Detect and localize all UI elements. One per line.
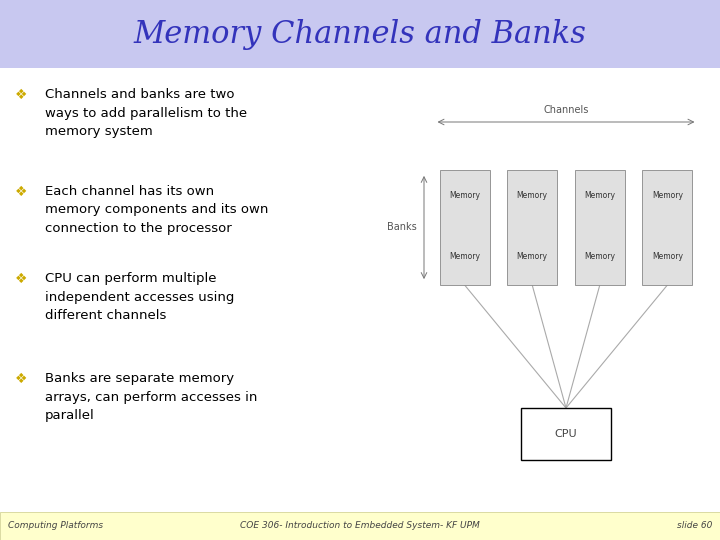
Text: Memory Channels and Banks: Memory Channels and Banks — [134, 18, 586, 50]
Text: COE 306- Introduction to Embedded System- KF UPM: COE 306- Introduction to Embedded System… — [240, 522, 480, 530]
Text: Memory: Memory — [652, 252, 683, 261]
Bar — [507, 170, 557, 285]
Text: Memory: Memory — [517, 252, 548, 261]
Text: ❖: ❖ — [15, 272, 27, 286]
Text: ❖: ❖ — [15, 88, 27, 102]
Text: Banks are separate memory
arrays, can perform accesses in
parallel: Banks are separate memory arrays, can pe… — [45, 372, 257, 422]
Text: Channels: Channels — [544, 105, 589, 115]
Text: Each channel has its own
memory components and its own
connection to the process: Each channel has its own memory componen… — [45, 185, 269, 235]
Bar — [642, 170, 693, 285]
Text: Memory: Memory — [517, 191, 548, 200]
Text: Memory: Memory — [449, 252, 480, 261]
Text: Memory: Memory — [652, 191, 683, 200]
Bar — [440, 170, 490, 285]
Text: slide 60: slide 60 — [677, 522, 712, 530]
Text: Banks: Banks — [387, 222, 417, 233]
Text: CPU can perform multiple
independent accesses using
different channels: CPU can perform multiple independent acc… — [45, 272, 235, 322]
Bar — [0, 0, 720, 68]
Text: Channels and banks are two
ways to add parallelism to the
memory system: Channels and banks are two ways to add p… — [45, 88, 247, 138]
Bar — [521, 408, 611, 460]
Text: Memory: Memory — [449, 191, 480, 200]
Text: Memory: Memory — [585, 191, 616, 200]
Bar — [575, 170, 625, 285]
Bar — [0, 512, 720, 540]
Text: ❖: ❖ — [15, 372, 27, 386]
Text: CPU: CPU — [554, 429, 577, 439]
Text: ❖: ❖ — [15, 185, 27, 199]
Text: Memory: Memory — [585, 252, 616, 261]
Text: Computing Platforms: Computing Platforms — [8, 522, 103, 530]
